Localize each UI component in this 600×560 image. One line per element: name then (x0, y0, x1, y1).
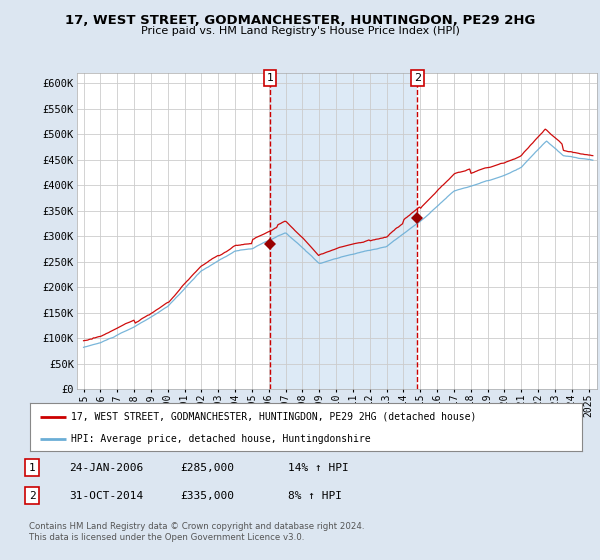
Text: 17, WEST STREET, GODMANCHESTER, HUNTINGDON, PE29 2HG: 17, WEST STREET, GODMANCHESTER, HUNTINGD… (65, 14, 535, 27)
Text: 24-JAN-2006: 24-JAN-2006 (69, 463, 143, 473)
Text: £285,000: £285,000 (180, 463, 234, 473)
Bar (270, 73, 418, 389)
Text: Price paid vs. HM Land Registry's House Price Index (HPI): Price paid vs. HM Land Registry's House … (140, 26, 460, 36)
Text: 2: 2 (414, 73, 421, 83)
Text: 2: 2 (29, 491, 35, 501)
Text: 1: 1 (29, 463, 35, 473)
Text: 8% ↑ HPI: 8% ↑ HPI (288, 491, 342, 501)
Text: Contains HM Land Registry data © Crown copyright and database right 2024.
This d: Contains HM Land Registry data © Crown c… (29, 522, 364, 542)
Text: 17, WEST STREET, GODMANCHESTER, HUNTINGDON, PE29 2HG (detached house): 17, WEST STREET, GODMANCHESTER, HUNTINGD… (71, 412, 477, 422)
Text: £335,000: £335,000 (180, 491, 234, 501)
Text: 31-OCT-2014: 31-OCT-2014 (69, 491, 143, 501)
Text: HPI: Average price, detached house, Huntingdonshire: HPI: Average price, detached house, Hunt… (71, 434, 371, 444)
Text: 1: 1 (266, 73, 274, 83)
Text: 14% ↑ HPI: 14% ↑ HPI (288, 463, 349, 473)
